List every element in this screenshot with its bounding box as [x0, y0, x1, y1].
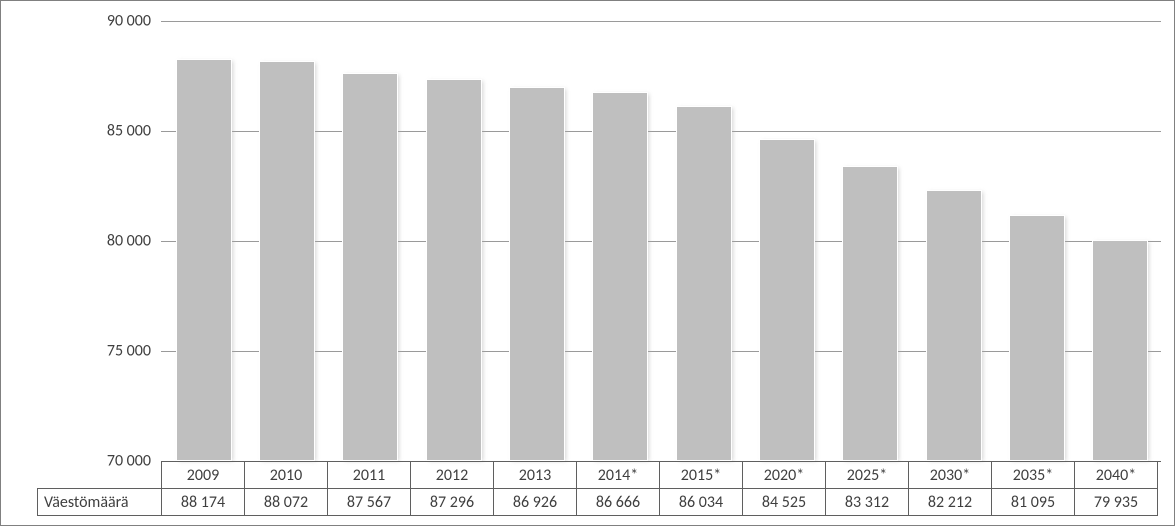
- bar: [676, 106, 732, 461]
- value-cell: 86 926: [494, 489, 577, 516]
- value-cell: 86 034: [660, 489, 743, 516]
- bar-slot: [578, 21, 661, 461]
- bar: [1009, 215, 1065, 461]
- category-cell: 2012: [411, 462, 494, 489]
- value-cell: 87 296: [411, 489, 494, 516]
- category-cell: 2030*: [909, 462, 992, 489]
- value-cell: 83 312: [826, 489, 909, 516]
- y-tick-label: 85 000: [107, 122, 151, 141]
- bar: [759, 139, 815, 461]
- bar-slot: [911, 21, 994, 461]
- y-tick-label: 80 000: [107, 232, 151, 251]
- bar-slot: [161, 21, 244, 461]
- category-cell: 2020*: [743, 462, 826, 489]
- bar: [176, 59, 232, 461]
- bar-slot: [328, 21, 411, 461]
- bar: [842, 166, 898, 461]
- y-tick-label: 90 000: [107, 12, 151, 31]
- category-cell: 2010: [245, 462, 328, 489]
- category-cell: 2025*: [826, 462, 909, 489]
- table-corner: [38, 462, 162, 489]
- category-cell: 2040*: [1075, 462, 1158, 489]
- value-cell: 87 567: [328, 489, 411, 516]
- bar-slot: [828, 21, 911, 461]
- category-cell: 2009: [162, 462, 245, 489]
- bar: [426, 79, 482, 462]
- bar-slot: [661, 21, 744, 461]
- bar: [259, 61, 315, 461]
- value-cell: 88 072: [245, 489, 328, 516]
- bar: [342, 73, 398, 461]
- chart-frame: { "chart": { "type": "bar", "row_label":…: [0, 0, 1175, 526]
- bar: [592, 92, 648, 461]
- category-cell: 2011: [328, 462, 411, 489]
- bar-slot: [244, 21, 327, 461]
- category-cell: 2014*: [577, 462, 660, 489]
- value-cell: 88 174: [162, 489, 245, 516]
- bar-slot: [411, 21, 494, 461]
- data-table: 200920102011201220132014*2015*2020*2025*…: [37, 461, 1158, 516]
- value-cell: 82 212: [909, 489, 992, 516]
- plot-area: 70 00075 00080 00085 00090 000: [161, 21, 1161, 461]
- bar: [509, 87, 565, 461]
- y-tick-label: 75 000: [107, 342, 151, 361]
- bars-row: [161, 21, 1161, 461]
- value-cell: 84 525: [743, 489, 826, 516]
- bar-slot: [744, 21, 827, 461]
- value-cell: 86 666: [577, 489, 660, 516]
- value-cell: 81 095: [992, 489, 1075, 516]
- bar-slot: [994, 21, 1077, 461]
- bar-slot: [494, 21, 577, 461]
- bar: [1092, 240, 1148, 461]
- row-header: Väestömäärä: [38, 489, 162, 516]
- category-cell: 2035*: [992, 462, 1075, 489]
- category-cell: 2015*: [660, 462, 743, 489]
- value-cell: 79 935: [1075, 489, 1158, 516]
- bar: [926, 190, 982, 461]
- bar-slot: [1078, 21, 1161, 461]
- category-cell: 2013: [494, 462, 577, 489]
